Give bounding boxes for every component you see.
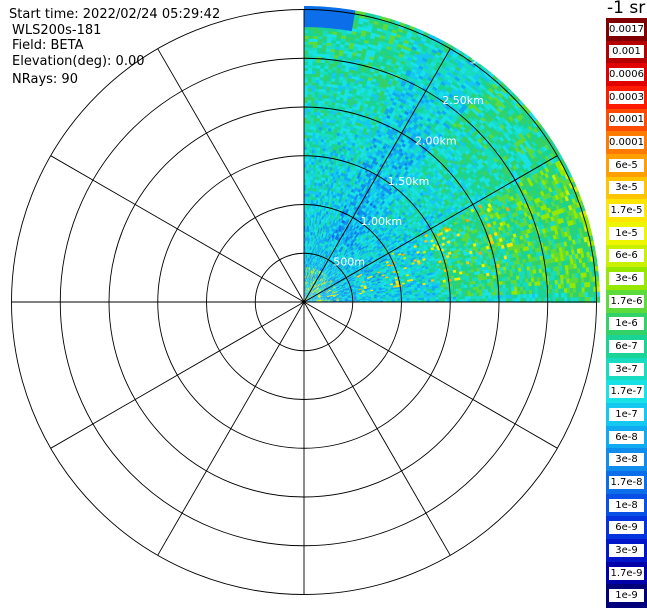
ppi-plot: 500m1.00km1.50km2.00km2.50km3.00km (0, 0, 606, 607)
